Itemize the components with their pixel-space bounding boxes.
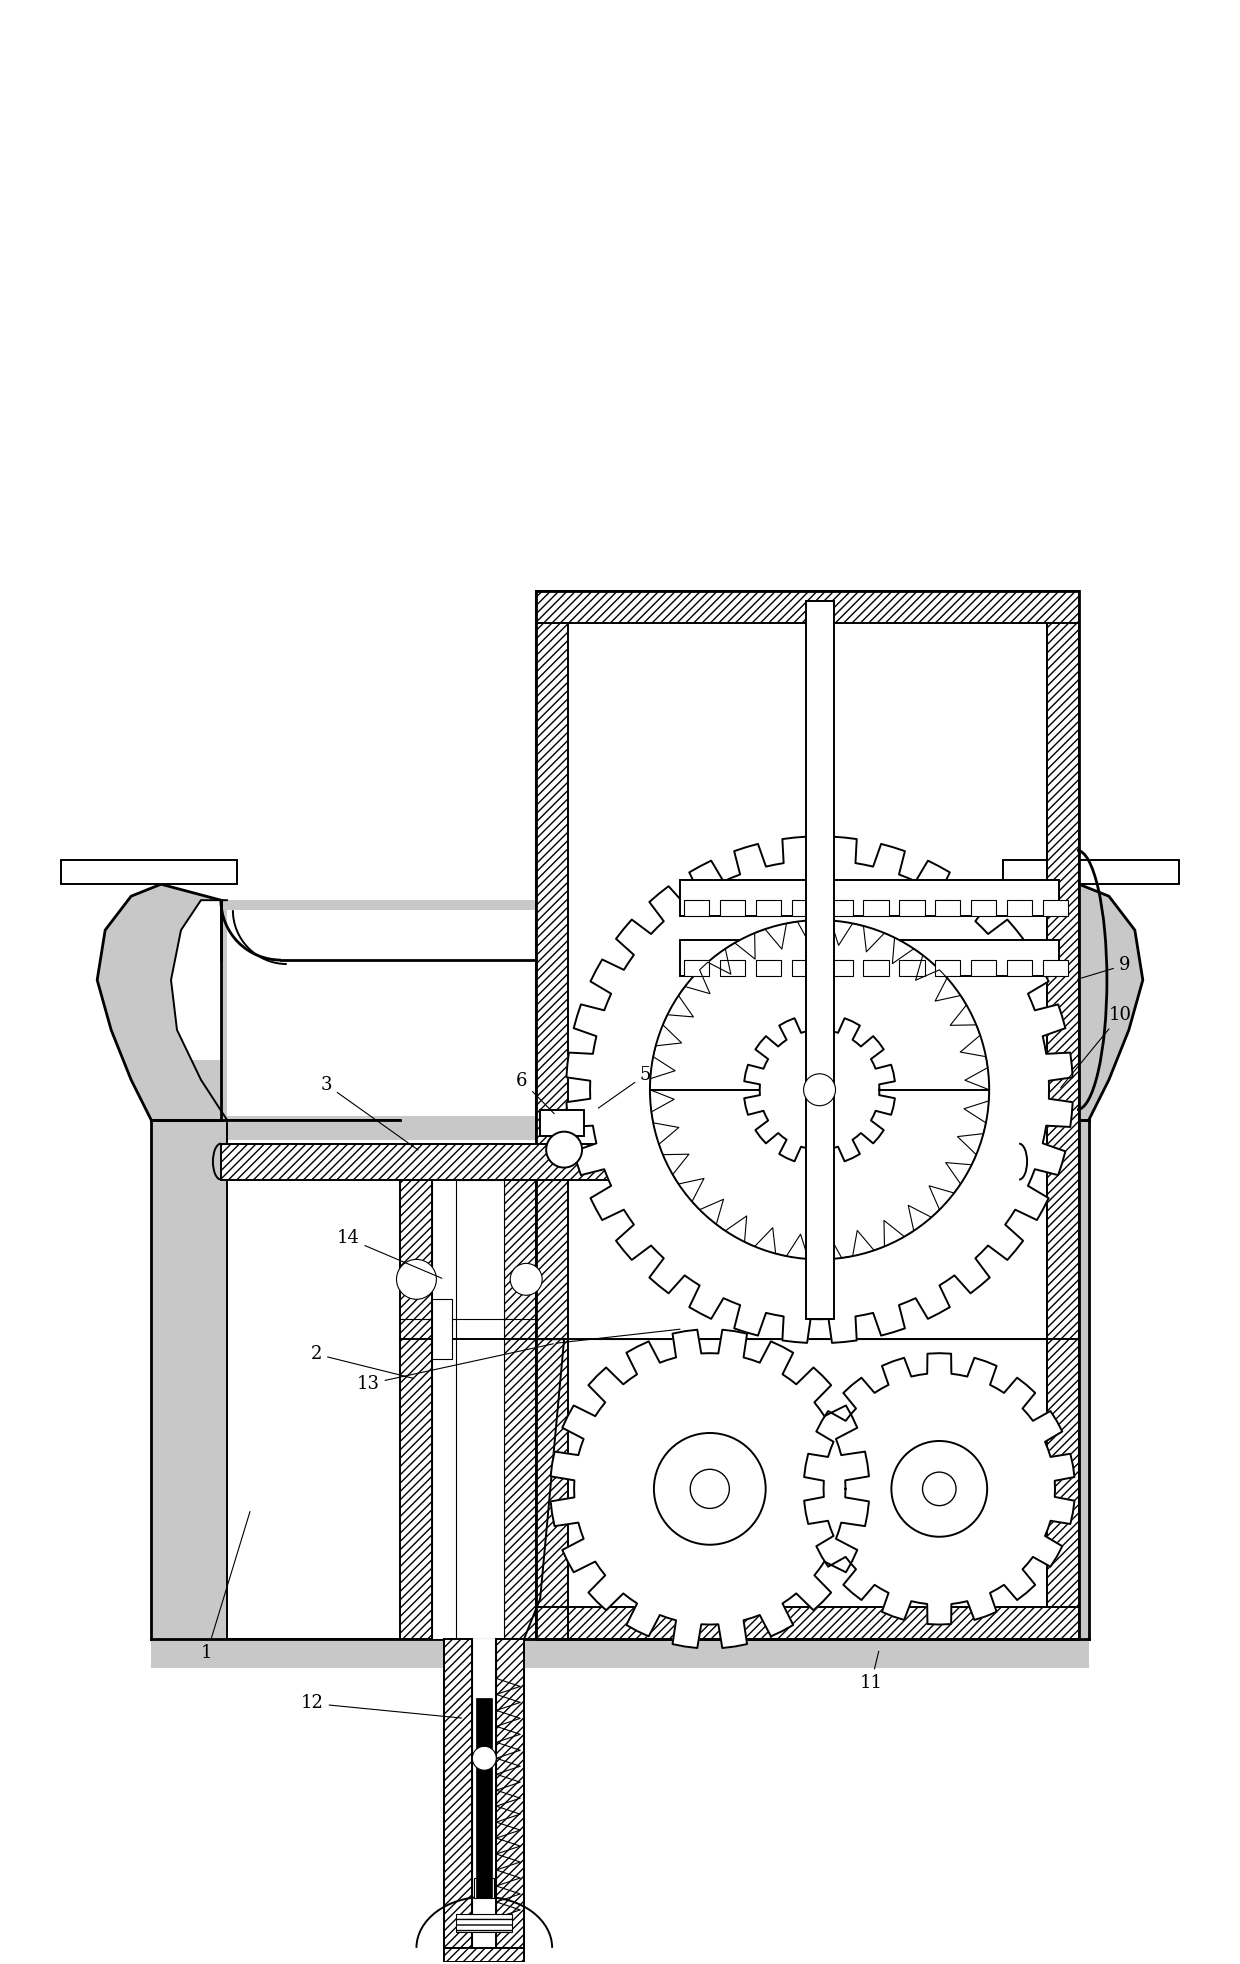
Polygon shape	[472, 1638, 496, 1948]
Text: 1: 1	[201, 1512, 250, 1662]
Polygon shape	[1047, 591, 1079, 1638]
Polygon shape	[227, 1139, 401, 1638]
Polygon shape	[971, 960, 997, 976]
Text: 11: 11	[859, 1652, 883, 1693]
Polygon shape	[97, 884, 227, 1119]
Polygon shape	[1043, 900, 1068, 915]
Circle shape	[472, 1746, 496, 1770]
Polygon shape	[505, 1180, 536, 1638]
Circle shape	[653, 1434, 765, 1546]
Polygon shape	[804, 1353, 1075, 1624]
Polygon shape	[755, 900, 781, 915]
Text: 3: 3	[321, 1076, 418, 1151]
Polygon shape	[536, 591, 568, 1638]
Text: 12: 12	[301, 1695, 461, 1718]
Polygon shape	[791, 960, 817, 976]
Circle shape	[397, 1259, 436, 1300]
Polygon shape	[536, 1607, 1079, 1638]
Polygon shape	[151, 1112, 1089, 1139]
Polygon shape	[475, 1878, 495, 1897]
Polygon shape	[1007, 960, 1032, 976]
Polygon shape	[1013, 1139, 1089, 1638]
Polygon shape	[444, 1948, 525, 1962]
Text: 6: 6	[516, 1072, 554, 1114]
Circle shape	[923, 1473, 956, 1506]
Polygon shape	[935, 900, 961, 915]
Circle shape	[546, 1131, 582, 1167]
Circle shape	[650, 921, 990, 1259]
Polygon shape	[551, 1330, 869, 1648]
Polygon shape	[806, 601, 833, 1320]
Polygon shape	[456, 1180, 505, 1638]
Polygon shape	[433, 1180, 505, 1638]
Polygon shape	[401, 1180, 433, 1638]
Text: 13: 13	[357, 1343, 553, 1392]
Polygon shape	[151, 1061, 1089, 1119]
Polygon shape	[744, 1013, 895, 1165]
Polygon shape	[680, 941, 1059, 976]
Polygon shape	[151, 1139, 227, 1638]
Polygon shape	[827, 900, 853, 915]
Polygon shape	[444, 1638, 472, 1948]
Text: 10: 10	[1060, 1006, 1132, 1088]
Polygon shape	[899, 960, 925, 976]
Text: 5: 5	[599, 1066, 651, 1108]
Polygon shape	[1007, 900, 1032, 915]
Text: 2: 2	[311, 1345, 414, 1379]
Polygon shape	[221, 1143, 1019, 1180]
Polygon shape	[221, 900, 1019, 1119]
Polygon shape	[227, 909, 1013, 1116]
Polygon shape	[827, 960, 853, 976]
Polygon shape	[971, 900, 997, 915]
Polygon shape	[433, 1300, 453, 1359]
Text: 9: 9	[1078, 956, 1131, 980]
Polygon shape	[567, 837, 1073, 1343]
Circle shape	[510, 1263, 542, 1296]
Polygon shape	[683, 900, 709, 915]
Text: 14: 14	[336, 1229, 441, 1279]
Polygon shape	[683, 960, 709, 976]
Polygon shape	[719, 960, 745, 976]
Polygon shape	[935, 960, 961, 976]
Polygon shape	[680, 880, 1059, 915]
Polygon shape	[151, 1638, 1089, 1669]
Polygon shape	[456, 1913, 512, 1933]
Polygon shape	[1003, 860, 1179, 884]
Circle shape	[804, 1074, 836, 1106]
Polygon shape	[899, 900, 925, 915]
Polygon shape	[61, 860, 237, 884]
Polygon shape	[863, 960, 889, 976]
Polygon shape	[1043, 960, 1068, 976]
Polygon shape	[830, 1139, 1013, 1638]
Polygon shape	[1013, 884, 1143, 1119]
Polygon shape	[496, 1638, 525, 1948]
Circle shape	[691, 1469, 729, 1508]
Polygon shape	[541, 1110, 584, 1135]
Polygon shape	[719, 900, 745, 915]
Polygon shape	[568, 623, 1047, 1607]
Circle shape	[892, 1442, 987, 1536]
Polygon shape	[863, 900, 889, 915]
Polygon shape	[791, 900, 817, 915]
Polygon shape	[755, 960, 781, 976]
Polygon shape	[476, 1699, 492, 1897]
Polygon shape	[525, 1607, 568, 1638]
Polygon shape	[536, 591, 1079, 623]
